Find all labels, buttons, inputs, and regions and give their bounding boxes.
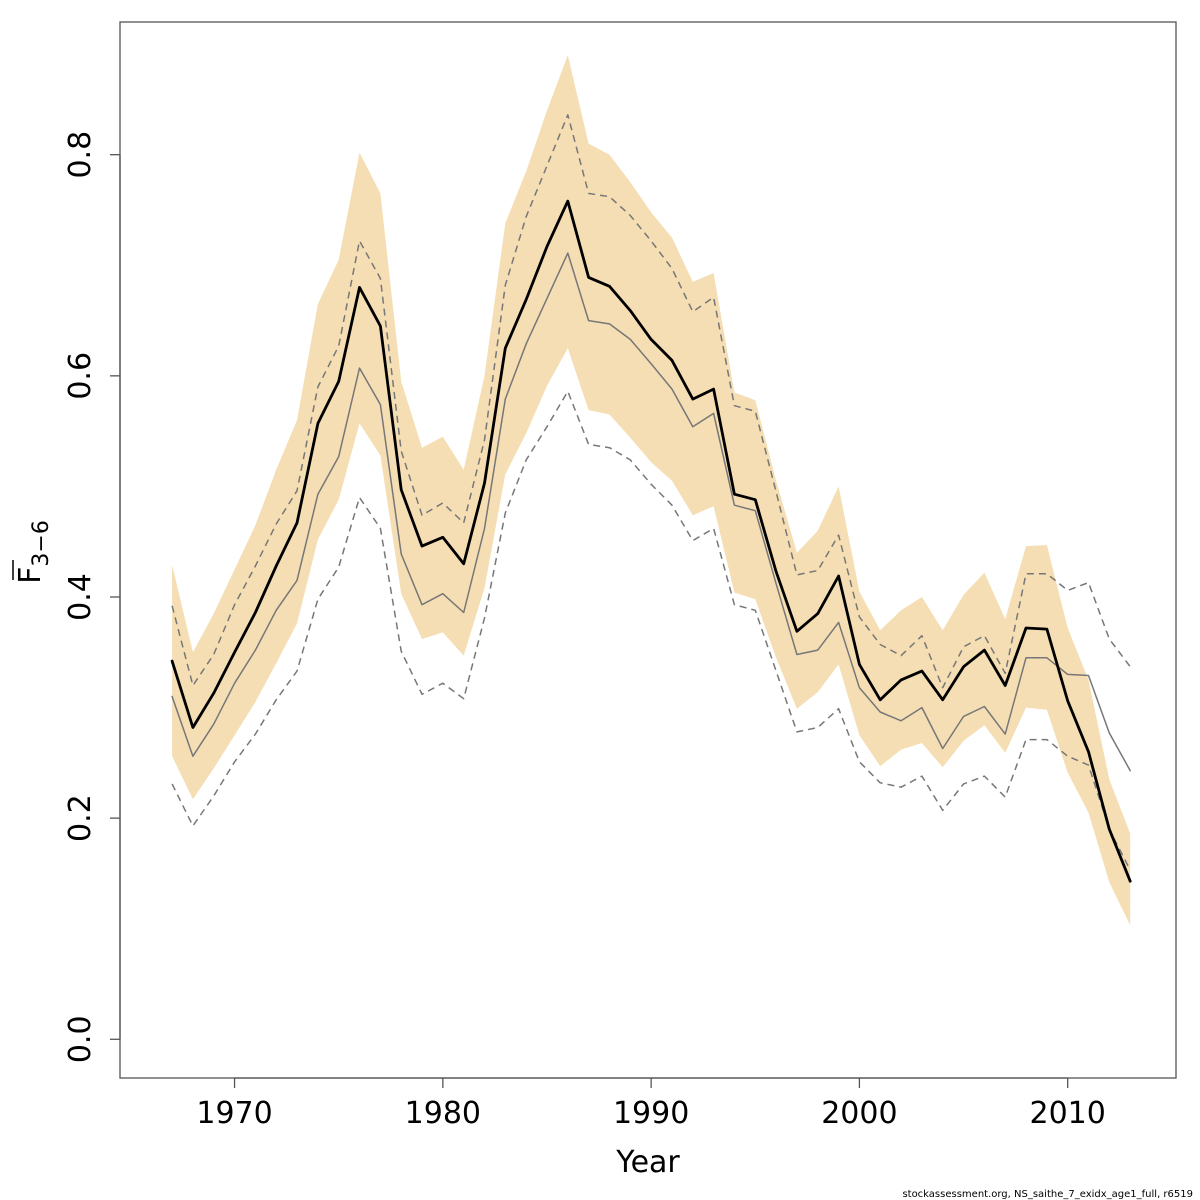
svg-text:F3−6: F3−6 [13,520,54,584]
series-line-previous-lower [171,390,1131,871]
footer-text: stockassessment.org, NS_saithe_7_exidx_a… [902,1189,1193,1200]
x-tick-label: 1980 [405,1096,481,1131]
x-axis: 1970 1980 1990 2000 2010 [196,1077,1106,1131]
x-tick-label: 1990 [613,1096,689,1131]
y-tick-label: 0.4 [63,573,98,621]
series-line-previous-upper [171,114,1131,689]
x-tick-label: 1970 [196,1096,272,1131]
series-line-estimate [170,199,1132,883]
y-tick-label: 0.6 [63,352,98,400]
series-layer [170,114,1132,883]
confidence-band-layer [172,55,1131,926]
y-tick-label: 0.0 [63,1015,98,1063]
y-axis-title-subscript: 3−6 [29,520,54,566]
x-tick-label: 2000 [821,1096,897,1131]
y-axis-title-main: F [13,567,48,584]
confidence-band [172,55,1131,926]
x-tick-label: 2010 [1030,1096,1106,1131]
y-axis: 0.0 0.2 0.4 0.6 0.8 [63,131,121,1063]
y-tick-label: 0.8 [63,131,98,179]
series-line-previous-estimate [171,252,1131,772]
y-axis-title: F3−6 [12,520,54,584]
y-tick-label: 0.2 [63,794,98,842]
x-axis-title: Year [615,1145,680,1180]
